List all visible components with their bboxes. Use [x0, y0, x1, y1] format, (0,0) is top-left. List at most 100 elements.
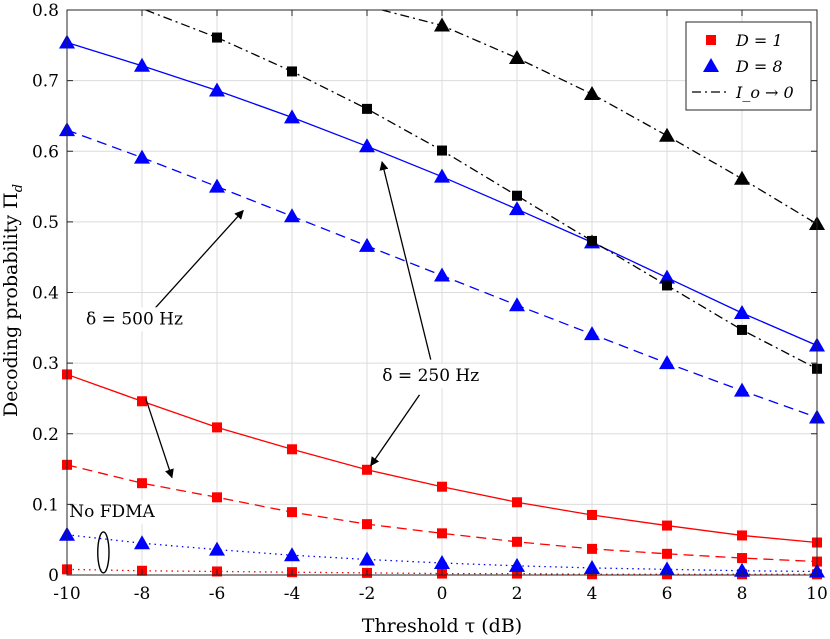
data-point-triangle	[584, 86, 600, 101]
data-point-triangle	[509, 557, 525, 572]
legend-entry: D = 1	[706, 31, 783, 50]
data-point-triangle	[359, 551, 375, 566]
data-point-square	[437, 481, 447, 492]
annotation-label-bg	[382, 363, 479, 388]
data-point-triangle	[434, 168, 450, 183]
y-tick-label: 0.3	[32, 354, 59, 374]
data-point-square	[587, 509, 597, 520]
legend-entry: I_o → 0	[692, 83, 794, 102]
tick-labels: -10 -8 -6 -4 -2 0 2 4 6 8 10 0 0.1 0.2 0.3 0.4 0.5 0.6 0.7…	[32, 1, 828, 604]
annotation: δ = 500 Hz	[86, 209, 244, 479]
data-point-square	[737, 324, 747, 335]
y-tick-label: 0.7	[32, 72, 59, 92]
x-tick-label: -10	[53, 584, 80, 604]
y-tick-label: 0.5	[32, 213, 59, 233]
legend-entry: D = 8	[703, 57, 783, 76]
data-point-square	[362, 464, 372, 475]
annotation-ellipse	[97, 531, 110, 574]
annotation: No FDMA	[69, 500, 156, 574]
y-axis-label-main: Decoding probability Π	[0, 192, 22, 417]
data-point-square	[437, 145, 447, 156]
data-point-triangle	[734, 382, 750, 397]
x-tick-label: 2	[512, 584, 523, 604]
annotations-layer: δ = 500 Hz δ = 250 Hz No FDMA	[69, 160, 479, 574]
annotation-arrow	[379, 160, 432, 360]
data-point-square	[512, 497, 522, 508]
data-point-square	[212, 422, 222, 433]
y-tick-label: 0	[48, 566, 59, 586]
data-point-triangle	[209, 178, 225, 193]
data-point-triangle	[659, 269, 675, 284]
data-point-triangle	[209, 541, 225, 556]
data-point-triangle	[359, 237, 375, 252]
x-tick-label: -4	[284, 584, 301, 604]
data-point-triangle	[509, 297, 525, 312]
legend: D = 1 D = 8 I_o → 0	[685, 21, 812, 111]
annotation-label: No FDMA	[69, 502, 155, 522]
data-point-square	[212, 32, 222, 43]
data-point-triangle	[209, 82, 225, 97]
data-point-triangle	[734, 170, 750, 185]
y-tick-label: 0.6	[32, 142, 59, 162]
data-point-triangle	[284, 547, 300, 562]
data-point-triangle	[434, 267, 450, 282]
data-point-triangle	[584, 559, 600, 574]
data-point-triangle	[134, 57, 150, 72]
data-point-triangle	[284, 208, 300, 223]
y-axis-label: Decoding probability Πd	[0, 184, 26, 417]
data-point-square	[587, 543, 597, 554]
y-axis-label-subscript: d	[11, 184, 26, 192]
y-tick-label: 0.4	[32, 284, 59, 304]
data-point-square	[587, 235, 597, 246]
data-point-square	[662, 280, 672, 291]
data-point-square	[512, 536, 522, 547]
x-tick-label: -8	[134, 584, 151, 604]
x-tick-label: 10	[806, 584, 828, 604]
data-point-triangle	[284, 109, 300, 124]
legend-label: I_o → 0	[735, 83, 794, 102]
annotation-label-bg	[76, 500, 148, 525]
x-tick-label: -6	[209, 584, 226, 604]
data-point-triangle	[359, 138, 375, 153]
data-point-triangle	[509, 201, 525, 216]
data-point-square	[737, 530, 747, 541]
data-point-triangle	[659, 355, 675, 370]
data-point-square	[287, 507, 297, 518]
x-tick-label: -2	[359, 584, 376, 604]
annotation-arrow	[152, 209, 244, 311]
data-point-triangle	[134, 149, 150, 164]
annotation: δ = 250 Hz	[370, 160, 479, 467]
data-point-triangle	[734, 304, 750, 319]
data-point-square	[437, 528, 447, 539]
data-point-square	[662, 548, 672, 559]
legend-label: D = 1	[735, 31, 783, 50]
data-point-square	[137, 396, 147, 407]
data-point-square	[706, 35, 716, 45]
data-point-square	[287, 444, 297, 455]
annotation-label: δ = 250 Hz	[382, 366, 479, 386]
data-point-triangle	[134, 535, 150, 550]
x-tick-label: 4	[587, 584, 598, 604]
data-point-square	[137, 478, 147, 489]
annotation-label-bg	[86, 307, 183, 332]
x-tick-label: 6	[662, 584, 673, 604]
y-tick-label: 0.8	[32, 1, 59, 21]
data-point-triangle	[434, 17, 450, 32]
y-tick-label: 0.1	[32, 495, 59, 515]
data-point-square	[662, 520, 672, 531]
data-point-triangle	[659, 561, 675, 576]
x-tick-label: 8	[737, 584, 748, 604]
data-point-triangle	[703, 58, 719, 72]
data-point-square	[287, 66, 297, 77]
annotation-label: δ = 500 Hz	[86, 309, 183, 329]
x-axis-label: Threshold τ (dB)	[362, 615, 522, 637]
data-point-square	[362, 519, 372, 530]
data-point-square	[212, 492, 222, 503]
series-path	[145, 9, 818, 370]
data-point-square	[362, 103, 372, 114]
data-point-triangle	[659, 127, 675, 142]
annotation-arrow	[145, 398, 174, 479]
data-point-triangle	[584, 326, 600, 341]
x-tick-label: 0	[437, 584, 448, 604]
